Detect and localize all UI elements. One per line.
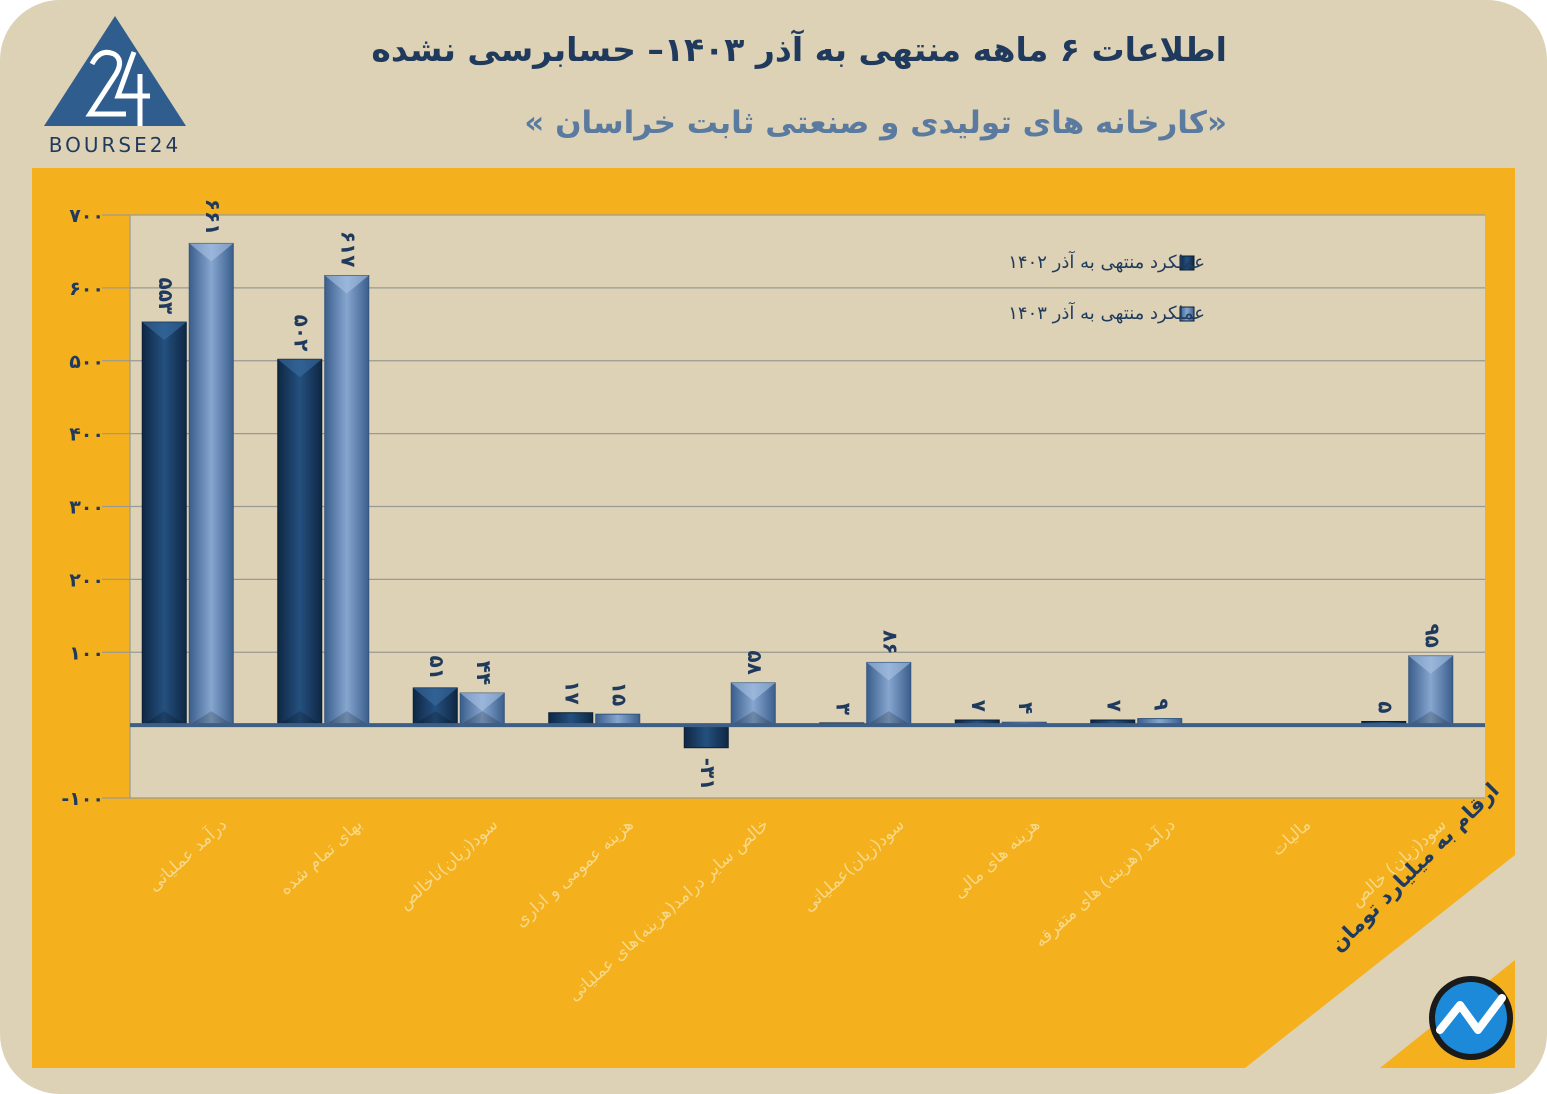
bourse24-logo [44, 16, 186, 126]
data-label: ۹ [1149, 698, 1173, 710]
category-label: مالیات [1268, 815, 1315, 860]
data-label: ۱۷ [560, 680, 584, 704]
bar-1402 [277, 358, 323, 726]
data-label: -۳۱ [696, 758, 720, 791]
category-label: هزینه های مالی [950, 815, 1045, 903]
data-label: ۶۶۱ [201, 199, 225, 236]
category-label: سود(زیان)ناخالص [395, 815, 502, 914]
data-label: ۵۵۳ [154, 278, 178, 315]
data-label: ۹۵ [1420, 623, 1444, 647]
data-label: ۸۶ [878, 630, 902, 654]
data-label: ۴۴ [472, 661, 496, 685]
bar-1402 [141, 321, 187, 726]
legend-swatch [1179, 306, 1195, 322]
data-label: ۵ [1373, 701, 1397, 713]
data-label: ۷ [1102, 700, 1126, 712]
y-tick-label: ۵۰۰ [69, 351, 104, 373]
data-label: ۳ [831, 703, 855, 715]
y-tick-label: ۲۰۰ [69, 569, 104, 591]
category-label: درآمد (هزینه) های متفرقه [1029, 813, 1179, 951]
y-tick-label: ۷۰۰ [69, 205, 104, 227]
category-label: بهای تمام شده [276, 815, 367, 900]
data-label: ۵۱ [425, 656, 449, 680]
data-label: ۴ [1014, 702, 1038, 714]
data-label: ۵۰۲ [289, 315, 313, 352]
category-label: درآمد عملیاتی [143, 813, 231, 895]
y-tick-label: ۶۰۰ [69, 278, 104, 300]
chart-subtitle: «کارخانه های تولیدی و صنعتی ثابت خراسان … [524, 105, 1227, 141]
legend-label: عملکرد منتهی به آذر ۱۴۰۲ [1008, 250, 1205, 273]
y-tick-label: ۱۰۰ [69, 642, 104, 664]
category-label: هزینه عمومی و اداری [511, 815, 638, 932]
bar-1402 [683, 724, 729, 749]
y-tick-label: -۱۰۰ [61, 788, 104, 810]
data-label: ۶۱۷ [336, 231, 360, 268]
chart-title: اطلاعات ۶ ماهه منتهی به آذر ۱۴۰۳– حسابرس… [371, 30, 1227, 69]
legend-swatch [1179, 255, 1195, 271]
bar-1403 [188, 242, 234, 726]
data-label: ۷ [967, 700, 991, 712]
data-label: ۱۵ [607, 682, 631, 706]
data-label: ۵۸ [743, 650, 767, 674]
bar-1403 [324, 274, 370, 726]
logo-text: BOURSE24 [48, 133, 182, 157]
category-label: سود(زیان)عملیاتی [799, 815, 908, 916]
y-tick-label: ۳۰۰ [69, 497, 104, 519]
legend-label: عملکرد منتهی به آذر ۱۴۰۳ [1008, 301, 1205, 324]
y-tick-label: ۴۰۰ [69, 424, 104, 446]
